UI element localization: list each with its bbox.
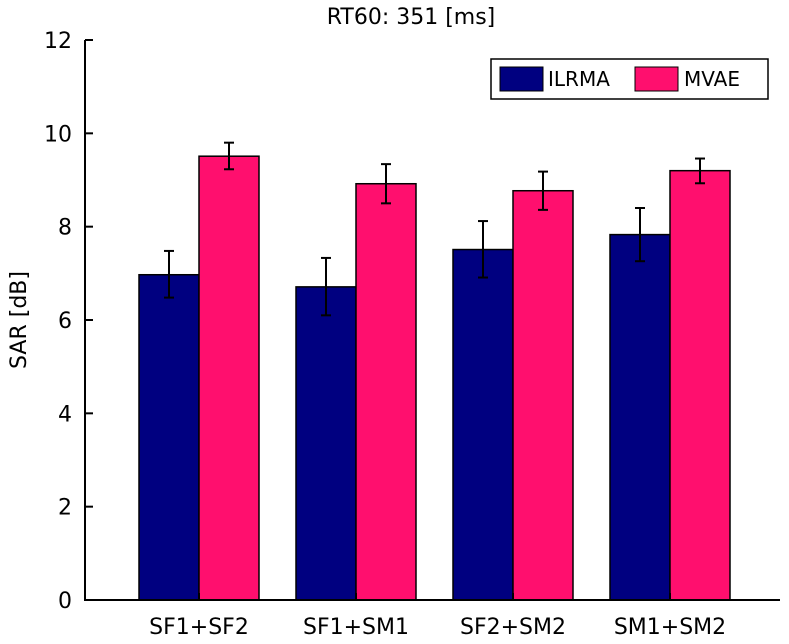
bar-mvae-sf2-sm2 <box>512 189 574 601</box>
y-tick-label: 0 <box>58 589 72 614</box>
x-tick-label: SF1+SF2 <box>149 615 249 640</box>
bar-ilrma-sf1-sf2 <box>138 273 200 601</box>
x-tick-label: SF1+SM1 <box>303 615 409 640</box>
bar-mvae-sm1-sm2 <box>669 169 731 601</box>
y-tick-label: 2 <box>58 496 72 521</box>
error-bar-mvae-sf2-sm2 <box>538 170 548 211</box>
chart-title: RT60: 351 [ms] <box>327 5 496 30</box>
y-tick-label: 6 <box>58 309 72 334</box>
legend-swatch-mvae <box>634 66 679 92</box>
y-tick-label: 10 <box>44 122 72 147</box>
error-bar-mvae-sf1-sf2 <box>224 141 234 171</box>
bar-ilrma-sm1-sm2 <box>609 233 671 601</box>
bar-mvae-sf1-sm1 <box>355 182 417 601</box>
legend-label-mvae: MVAE <box>684 67 740 91</box>
y-ticks: 0 2 4 6 8 10 12 <box>44 29 93 614</box>
bars-layer <box>138 155 731 601</box>
error-bar-mvae-sm1-sm2 <box>695 157 705 185</box>
legend: ILRMA MVAE <box>490 58 769 100</box>
error-bar-mvae-sf1-sm1 <box>381 163 391 205</box>
y-axis-label: SAR [dB] <box>7 271 32 369</box>
bar-ilrma-sf2-sm2 <box>452 248 514 601</box>
legend-label-ilrma: ILRMA <box>548 67 610 91</box>
bar-ilrma-sf1-sm1 <box>295 286 357 601</box>
x-tick-label: SM1+SM2 <box>614 615 726 640</box>
y-tick-label: 8 <box>58 216 72 241</box>
error-bar-ilrma-sf2-sm2 <box>478 220 488 279</box>
error-bar-ilrma-sm1-sm2 <box>635 207 645 263</box>
legend-swatch-ilrma <box>499 66 544 92</box>
errorbars-layer <box>164 141 705 317</box>
x-ticks: SF1+SF2 SF1+SM1 SF2+SM2 SM1+SM2 <box>149 593 726 640</box>
error-bar-ilrma-sf1-sf2 <box>164 249 174 299</box>
error-bar-ilrma-sf1-sm1 <box>321 256 331 317</box>
y-tick-label: 12 <box>44 29 72 54</box>
bar-mvae-sf1-sf2 <box>198 155 260 601</box>
y-tick-label: 4 <box>58 402 72 427</box>
x-tick-label: SF2+SM2 <box>460 615 566 640</box>
